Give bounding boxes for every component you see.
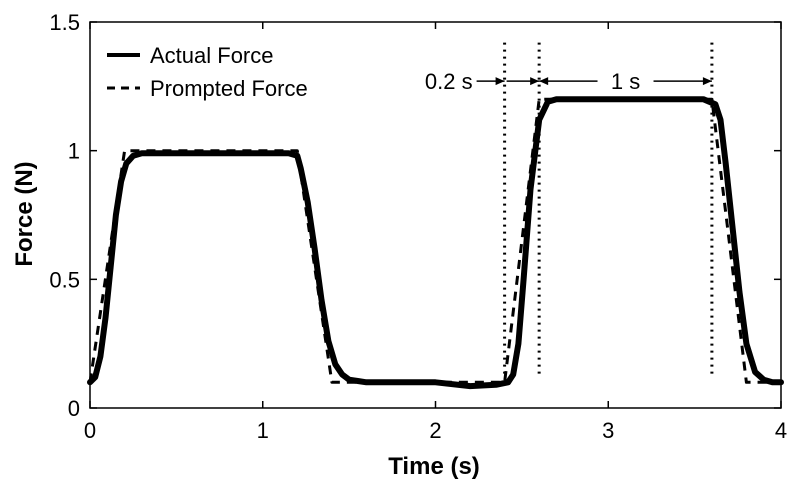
legend: Actual Force Prompted Force (107, 43, 308, 101)
annotation-label-0-2s: 0.2 s (425, 69, 473, 94)
y-axis-label: Force (N) (11, 161, 38, 266)
x-tick-label: 1 (257, 418, 269, 443)
arrow-head-icon (530, 77, 540, 86)
y-tick-label: 1.5 (49, 10, 80, 35)
series-line-actual-force (87, 96, 784, 390)
x-tick-label: 3 (602, 418, 614, 443)
legend-label-prompted-force: Prompted Force (150, 76, 308, 101)
arrow-head-icon (539, 77, 549, 86)
arrow-head-icon (495, 77, 505, 86)
y-tick-label: 1 (68, 139, 80, 164)
x-tick-label: 2 (429, 418, 441, 443)
legend-label-actual-force: Actual Force (150, 43, 274, 68)
x-tick-label: 0 (84, 418, 96, 443)
y-tick-label: 0.5 (49, 267, 80, 292)
annotation-label-1s: 1 s (611, 69, 640, 94)
x-axis-label: Time (s) (388, 453, 480, 480)
series-line-prompted-force (88, 97, 781, 384)
annotation-label-background (593, 65, 658, 96)
y-tick-label: 0 (68, 396, 80, 421)
x-tick-label: 4 (775, 418, 787, 443)
arrow-head-icon (702, 77, 712, 86)
